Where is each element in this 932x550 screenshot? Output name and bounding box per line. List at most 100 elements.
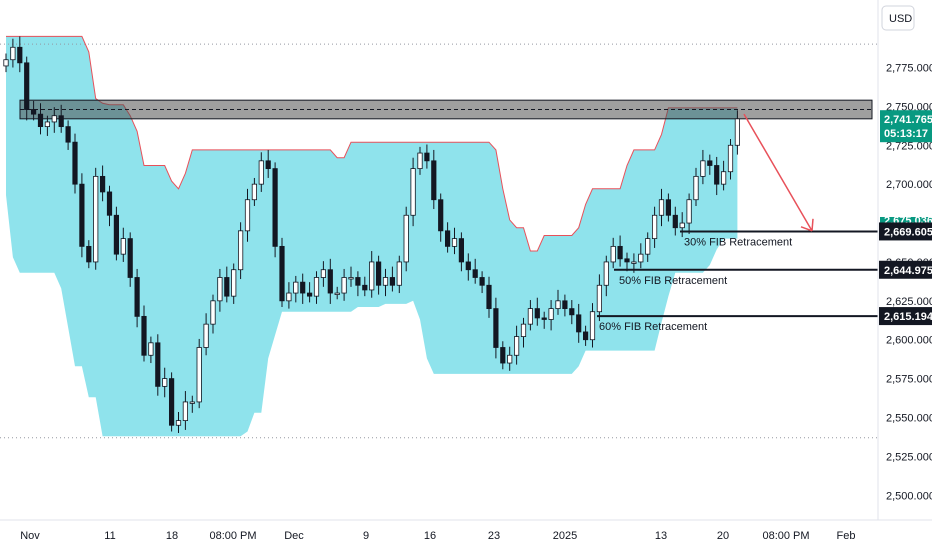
x-tick-label-1: 11 (104, 530, 115, 542)
candle-73 (507, 346, 513, 371)
candle-22 (155, 334, 161, 396)
candle-70 (486, 276, 492, 318)
candle-41 (286, 282, 292, 309)
arrow-shaft (743, 113, 813, 232)
candle-13 (93, 167, 99, 270)
candle-33 (231, 263, 237, 304)
candle-87 (603, 255, 609, 297)
candle-53 (369, 251, 375, 298)
current-price-tag (880, 110, 932, 143)
candle-96 (665, 193, 672, 222)
x-tick-label-11: 08:00 PM (762, 530, 809, 542)
x-tick-label-7: 23 (488, 530, 500, 542)
candle-76 (527, 300, 534, 331)
candles (3, 36, 741, 434)
candle-72 (500, 341, 506, 370)
candle-12 (86, 240, 92, 269)
candle-5 (37, 103, 44, 135)
candle-75 (520, 317, 527, 348)
candle-54 (375, 255, 382, 295)
candle-10 (72, 133, 78, 194)
fib-price-label-1: 2,644.975 (884, 265, 932, 277)
candle-28 (196, 338, 202, 409)
candle-51 (355, 271, 361, 297)
candle-40 (279, 237, 285, 308)
candle-18 (127, 232, 133, 287)
countdown-label: 05:13:17 (884, 128, 928, 140)
candle-30 (210, 294, 216, 334)
candle-36 (251, 177, 257, 206)
candle-9 (65, 120, 71, 150)
candle-104 (721, 160, 727, 191)
candle-94 (652, 206, 658, 248)
y-tick-label-8: 2,575.000 (886, 374, 932, 386)
candle-82 (569, 300, 575, 325)
candle-47 (327, 258, 333, 304)
current-price-label: 2,741.765 (884, 114, 932, 126)
candle-93 (645, 232, 651, 262)
candle-86 (596, 274, 603, 322)
candle-80 (555, 289, 561, 315)
candle-25 (175, 412, 182, 434)
x-tick-label-0: Nov (20, 530, 40, 542)
currency-label: USD (889, 13, 912, 25)
x-tick-label-6: 16 (424, 530, 436, 542)
y-tick-label-2: 2,725.000 (886, 140, 932, 152)
candle-106 (734, 110, 741, 155)
candle-43 (300, 273, 306, 304)
fib-label-0: 30% FIB Retracement (684, 236, 792, 248)
candle-23 (162, 367, 168, 398)
candle-0 (3, 53, 9, 73)
candle-32 (224, 266, 230, 303)
price-tags: 2,741.76505:13:172,675.0362,669.6052,644… (879, 110, 932, 326)
y-tick-label-10: 2,525.000 (886, 451, 932, 463)
candle-15 (106, 185, 113, 227)
candle-95 (658, 188, 665, 227)
x-tick-label-3: 08:00 PM (209, 530, 256, 542)
candle-20 (141, 305, 147, 362)
candle-19 (134, 268, 140, 328)
y-tick-label-3: 2,700.000 (886, 179, 932, 191)
fib-price-label-0: 2,669.605 (884, 226, 932, 238)
x-tick-label-8: 2025 (553, 530, 577, 542)
candle-37 (258, 152, 264, 192)
candle-90 (624, 252, 630, 272)
candle-92 (638, 243, 644, 269)
candle-52 (362, 276, 368, 297)
candle-88 (610, 237, 616, 269)
candle-34 (237, 222, 244, 280)
candle-2 (17, 36, 23, 73)
x-tick-label-10: 20 (717, 530, 729, 542)
fib-retracements: 30% FIB Retracement 50% FIB Retracement 60… (597, 230, 878, 333)
candle-31 (217, 268, 223, 312)
candle-77 (534, 297, 540, 326)
candle-59 (410, 157, 416, 227)
time-axis: Nov 11 18 08:00 PM Dec 9 16 23 2025 13 20 08:00 PM F… (0, 519, 932, 542)
candle-78 (541, 311, 547, 329)
candle-84 (583, 325, 589, 346)
candle-16 (113, 206, 119, 261)
candle-81 (562, 294, 568, 317)
currency-button[interactable]: USD (881, 5, 915, 31)
x-tick-label-5: 9 (363, 530, 369, 542)
price-levels (0, 43, 878, 439)
fib-label-1: 50% FIB Retracement (619, 275, 727, 287)
candle-63 (438, 193, 444, 242)
hidden-price-tag (880, 216, 932, 223)
candle-62 (431, 149, 437, 210)
candle-102 (707, 154, 713, 175)
candle-21 (148, 336, 154, 364)
fib-price-label-2: 2,615.194 (884, 311, 932, 323)
candle-3 (24, 56, 30, 121)
fib-price-tag-2 (879, 307, 932, 326)
y-tick-label-9: 2,550.000 (886, 412, 932, 424)
y-tick-label-11: 2,500.000 (886, 490, 932, 502)
candle-89 (617, 235, 623, 267)
candle-60 (417, 146, 423, 175)
candle-57 (396, 255, 402, 294)
x-tick-label-4: Dec (284, 530, 304, 542)
candle-98 (679, 212, 685, 238)
candle-69 (479, 271, 485, 294)
candle-46 (320, 261, 327, 287)
